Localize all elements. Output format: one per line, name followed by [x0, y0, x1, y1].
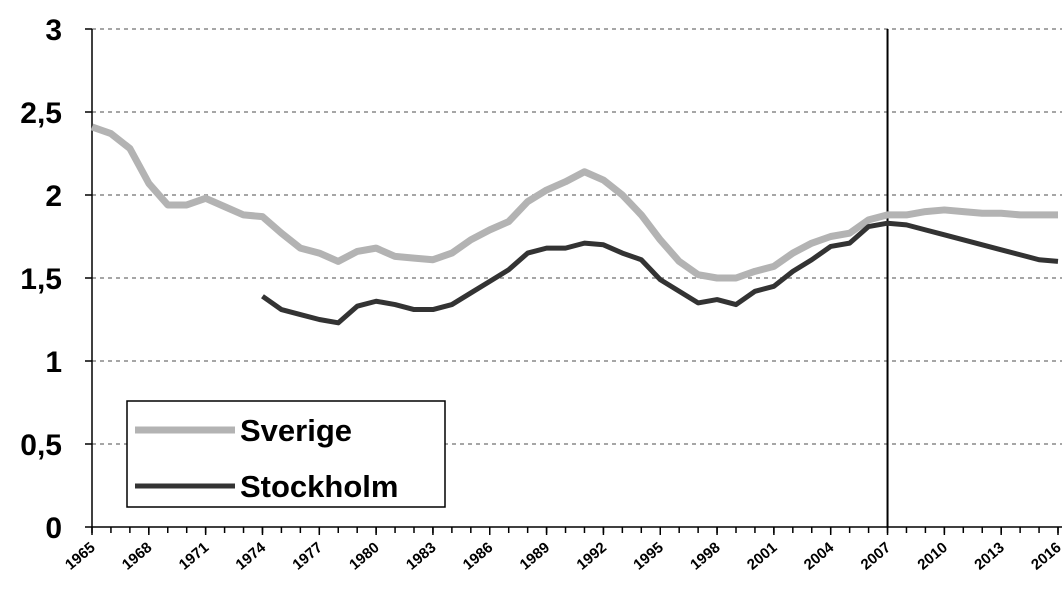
x-tick-label: 2013	[971, 539, 1007, 573]
y-tick-label: 1	[45, 346, 62, 379]
x-tick-label: 2004	[801, 539, 838, 574]
line-sverige	[90, 123, 1058, 282]
x-tick-label: 1968	[119, 539, 155, 573]
x-tick-label: 2016	[1028, 539, 1062, 573]
y-tick-label: 2	[45, 180, 62, 213]
x-tick-label: 1983	[403, 539, 439, 573]
x-tick-label: 1980	[346, 539, 382, 573]
y-tick-label: 3	[45, 14, 62, 47]
x-tick-label: 1989	[517, 539, 553, 573]
x-tick-label: 1992	[573, 539, 609, 573]
x-tick-label: 2001	[744, 539, 780, 573]
x-tick-label: 1986	[460, 539, 496, 573]
line-stockholm	[261, 220, 1059, 326]
x-tick-label: 1977	[289, 539, 325, 573]
y-tick-label: 2,5	[20, 97, 62, 130]
y-tick-label: 0	[45, 512, 62, 545]
legend-label: Stockholm	[240, 469, 398, 504]
x-tick-label: 1971	[176, 539, 212, 573]
legend-label: Sverige	[240, 413, 352, 448]
y-tick-label: 1,5	[20, 263, 62, 296]
x-tick-label: 1965	[62, 539, 98, 573]
x-tick-label: 2007	[858, 539, 894, 573]
legend-box	[126, 400, 446, 508]
x-tick-label: 1995	[630, 539, 666, 573]
x-tick-label: 2010	[914, 539, 950, 573]
x-tick-label: 1998	[687, 539, 723, 573]
y-tick-label: 0,5	[20, 429, 62, 462]
x-tick-label: 1974	[233, 539, 270, 574]
